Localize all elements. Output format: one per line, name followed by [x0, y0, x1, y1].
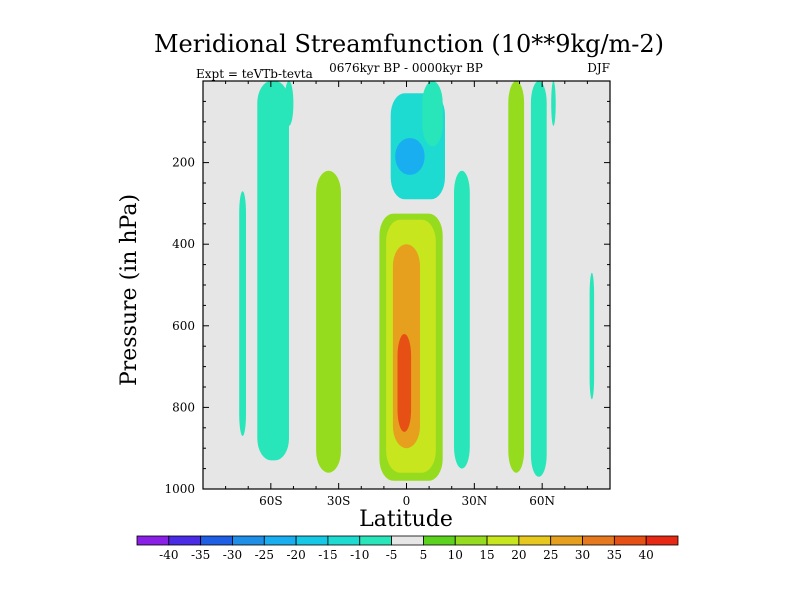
colorbar-label: 20: [511, 548, 526, 562]
colorbar-label: 40: [639, 548, 654, 562]
x-tick-label: 30S: [327, 494, 351, 508]
colorbar-swatch: [423, 535, 456, 546]
colorbar-swatch: [359, 535, 392, 546]
colorbar-swatch: [582, 535, 615, 546]
contour-region-11: [454, 170, 470, 469]
colorbar-label: -40: [159, 548, 178, 562]
contour-region-1: [257, 81, 289, 461]
x-tick-label: 30N: [461, 494, 487, 508]
colorbar-swatch: [613, 535, 647, 546]
chart-title: Meridional Streamfunction (10**9kg/m-2): [154, 30, 664, 58]
y-tick-label: 200: [172, 156, 195, 170]
colorbar-label: 25: [543, 548, 558, 562]
x-axis-label: Latitude: [359, 507, 453, 532]
contour-region-14: [551, 81, 556, 126]
colorbar-label: 15: [479, 548, 494, 562]
colorbar-swatch: [200, 535, 233, 546]
y-axis-label: Pressure (in hPa): [117, 194, 142, 386]
y-tick-label: 1000: [164, 482, 195, 496]
colorbar: -40 -35 -30 -25 -20 -15 -10 -5 5 10 15 20 25 30 35 40: [136, 535, 679, 562]
x-tick-label: 60S: [259, 494, 283, 508]
contour-region-12: [508, 81, 525, 473]
chart-subtitle-right: DJF: [587, 61, 610, 75]
colorbar-label: -20: [286, 548, 305, 562]
colorbar-swatch: [168, 535, 202, 546]
colorbar-swatch: [550, 535, 583, 546]
colorbar-swatch: [263, 535, 297, 546]
contour-region-2: [284, 81, 294, 126]
contour-region-0: [239, 191, 246, 436]
colorbar-label: -30: [223, 548, 242, 562]
colorbar-swatch: [486, 535, 520, 546]
colorbar-label: -25: [255, 548, 274, 562]
y-tick-label: 600: [172, 319, 195, 333]
contour-region-9: [397, 334, 412, 432]
y-tick-label: 800: [172, 400, 195, 414]
contour-region-10: [422, 81, 443, 147]
x-tick-label: 60N: [529, 494, 555, 508]
y-tick-label: 400: [172, 237, 195, 251]
colorbar-label: 35: [607, 548, 622, 562]
colorbar-label: -35: [191, 548, 210, 562]
colorbar-swatch: [518, 535, 552, 546]
colorbar-label: -5: [386, 548, 398, 562]
chart-subtitle-center: 0676kyr BP - 0000kyr BP: [329, 61, 483, 75]
colorbar-swatch: [327, 535, 361, 546]
colorbar-swatch: [232, 535, 265, 546]
plot-area: [202, 80, 611, 490]
colorbar-swatch: [295, 535, 329, 546]
colorbar-swatch: [136, 535, 170, 546]
colorbar-label: 30: [575, 548, 590, 562]
colorbar-label: -10: [350, 548, 369, 562]
contour-region-15: [589, 272, 595, 400]
contour-region-13: [530, 81, 547, 477]
contour-region-5: [395, 138, 425, 175]
colorbar-label: 5: [420, 548, 428, 562]
chart-subtitle-left: Expt = teVTb-tevta: [196, 67, 313, 81]
colorbar-swatch: [454, 535, 488, 546]
colorbar-label: -15: [318, 548, 337, 562]
contour-region-3: [316, 170, 341, 473]
colorbar-swatch: [645, 535, 679, 546]
x-tick-label: 0: [403, 494, 411, 508]
colorbar-swatch: [391, 535, 424, 546]
colorbar-label: 10: [448, 548, 463, 562]
